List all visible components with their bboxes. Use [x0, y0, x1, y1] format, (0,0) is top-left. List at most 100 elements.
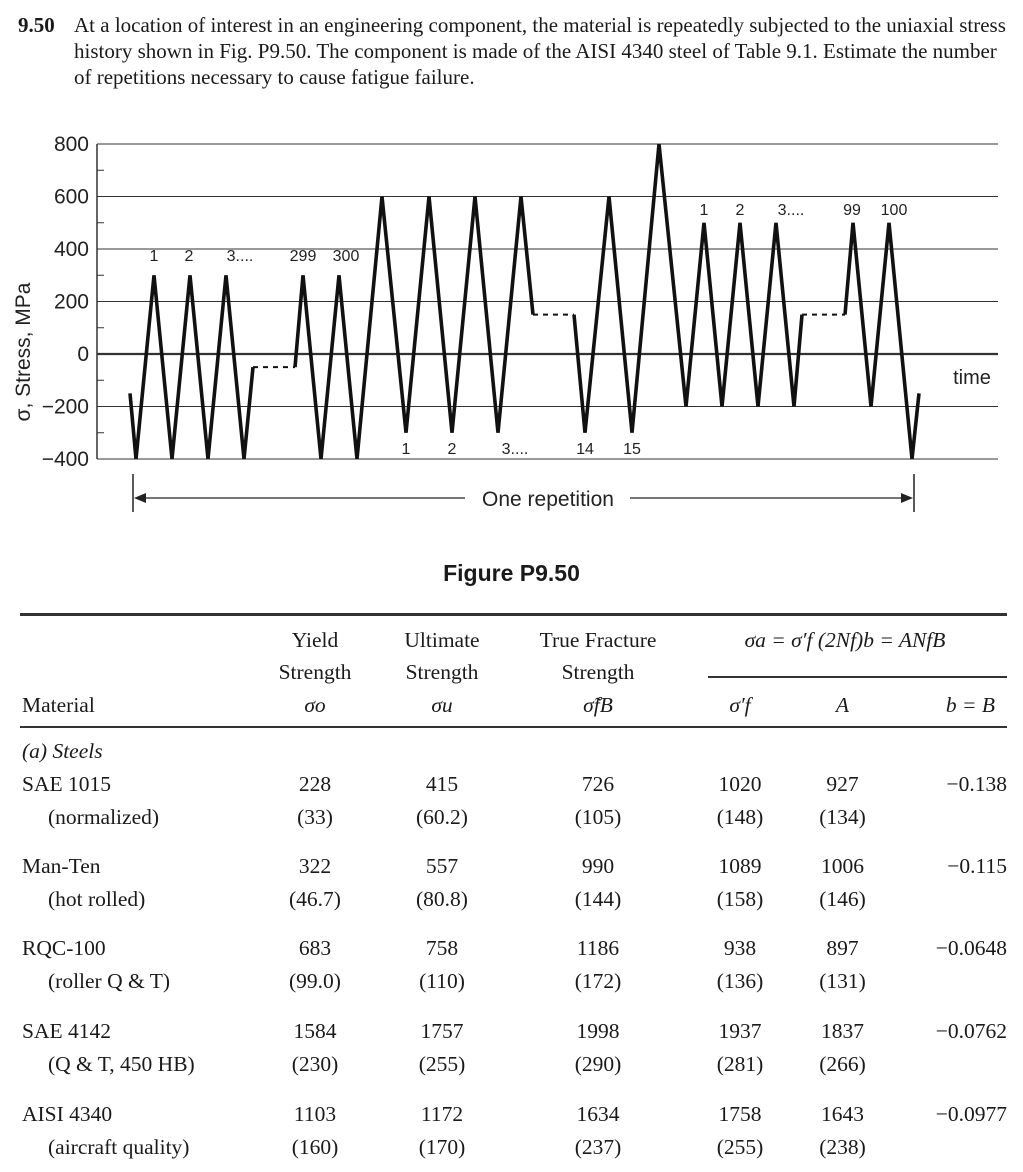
cycle-label: 300: [333, 248, 360, 265]
y-tick-label: 0: [77, 343, 89, 366]
equation-underline: [708, 676, 1007, 678]
y-tick-label: 200: [54, 291, 89, 314]
row-yield-ksi: (33): [297, 805, 333, 829]
row-sigma-f-mpa: 1089: [718, 854, 762, 878]
row-ultimate-mpa: 1757: [420, 1019, 464, 1043]
row-material-condition: (Q & T, 450 HB): [48, 1052, 195, 1076]
row-fracture-ksi: (172): [574, 969, 622, 993]
y-tick-label: 400: [54, 238, 89, 261]
figure-caption: Figure P9.50: [443, 560, 580, 586]
header-fracture-symbol: σ̃fB: [583, 693, 613, 717]
row-ultimate-ksi: (170): [418, 1135, 466, 1159]
wave-block2-start: [293, 196, 535, 460]
row-fracture-ksi: (105): [574, 805, 622, 829]
row-material-name: RQC-100: [22, 936, 106, 960]
stress-history-chart: 800 600 400 200 0 −200 −400 σ, Stress, MPa tim…: [12, 133, 998, 512]
row-material-condition: (roller Q & T): [48, 969, 170, 993]
row-yield-mpa: 1584: [293, 1019, 337, 1043]
row-b-exponent: −0.138: [946, 772, 1007, 796]
row-A-mpa: 1006: [821, 854, 864, 878]
row-fracture-mpa: 1634: [576, 1102, 620, 1126]
row-sigma-f-mpa: 1937: [718, 1019, 762, 1043]
cycle-label: 2: [736, 202, 745, 219]
header-bottom-rule: [20, 726, 1007, 728]
row-sigma-f-ksi: (255): [716, 1135, 764, 1159]
header-b: b = B: [945, 693, 995, 717]
row-A-ksi: (131): [819, 969, 866, 993]
problem-text: At a location of interest in an engineer…: [74, 13, 1006, 89]
cycle-label: 1: [402, 441, 411, 458]
row-yield-ksi: (99.0): [289, 969, 341, 993]
row-A-mpa: 927: [826, 772, 859, 796]
row-fracture-mpa: 726: [581, 772, 615, 796]
arrowhead-left: [134, 493, 146, 503]
row-material-name: Man-Ten: [22, 854, 101, 878]
row-sigma-f-ksi: (136): [716, 969, 764, 993]
row-A-mpa: 1837: [821, 1019, 864, 1043]
row-material-condition: (normalized): [48, 805, 160, 829]
cycle-label: 1: [150, 248, 159, 265]
wave-block1-start: [128, 275, 255, 460]
header-A: A: [835, 693, 850, 717]
row-ultimate-mpa: 758: [425, 936, 459, 960]
y-tick-label: −200: [42, 396, 89, 419]
header-equation: σa = σ′f (2Nf)b = ANfB: [744, 628, 946, 652]
row-sigma-f-ksi: (158): [716, 887, 764, 911]
row-fracture-ksi: (144): [574, 887, 622, 911]
header-ultimate-symbol: σu: [431, 693, 453, 717]
repetition-label: One repetition: [482, 488, 614, 511]
row-A-mpa: 897: [826, 936, 859, 960]
cycle-label: 15: [623, 441, 641, 458]
row-fracture-mpa: 990: [581, 854, 615, 878]
wave-block3-end: [843, 222, 921, 460]
row-material-name: SAE 4142: [22, 1019, 111, 1043]
row-yield-mpa: 1103: [293, 1102, 337, 1126]
cycle-label: 3....: [227, 248, 254, 265]
row-ultimate-mpa: 415: [425, 772, 459, 796]
row-fracture-mpa: 1998: [576, 1019, 620, 1043]
cycle-label: 1: [700, 202, 709, 219]
row-b-exponent: −0.0977: [935, 1102, 1007, 1126]
y-axis-label: σ, Stress, MPa: [12, 282, 35, 421]
row-A-mpa: 1643: [821, 1102, 864, 1126]
row-yield-mpa: 322: [298, 854, 332, 878]
row-A-ksi: (238): [819, 1135, 866, 1159]
y-tick-label: −400: [42, 448, 89, 471]
row-A-ksi: (266): [819, 1052, 866, 1076]
row-ultimate-mpa: 557: [425, 854, 459, 878]
arrowhead-right: [901, 493, 913, 503]
row-fracture-ksi: (237): [574, 1135, 622, 1159]
cycle-label: 299: [290, 248, 317, 265]
cycle-label: 2: [185, 248, 194, 265]
row-b-exponent: −0.0648: [935, 936, 1007, 960]
x-axis-label: time: [953, 367, 991, 389]
row-ultimate-mpa: 1172: [420, 1102, 464, 1126]
row-yield-ksi: (230): [291, 1052, 339, 1076]
cycle-label: 3....: [502, 441, 529, 458]
section-label: (a) Steels: [22, 739, 103, 763]
table-top-rule: [20, 613, 1007, 616]
row-sigma-f-ksi: (148): [716, 805, 764, 829]
problem-number: 9.50: [18, 13, 55, 37]
header-sigma-f: σ′f: [729, 693, 751, 717]
row-A-ksi: (134): [819, 805, 866, 829]
row-sigma-f-mpa: 1020: [718, 772, 762, 796]
row-material-condition: (hot rolled): [48, 887, 146, 911]
cycle-label: 2: [448, 441, 457, 458]
row-sigma-f-ksi: (281): [716, 1052, 764, 1076]
row-A-ksi: (146): [819, 887, 866, 911]
row-fracture-mpa: 1186: [576, 936, 620, 960]
header-yield-1: Yield: [291, 628, 339, 652]
row-yield-mpa: 683: [298, 936, 332, 960]
header-fracture-2: Strength: [561, 660, 635, 684]
row-fracture-ksi: (290): [574, 1052, 622, 1076]
row-yield-ksi: (160): [291, 1135, 339, 1159]
header-material: Material: [22, 693, 95, 717]
row-material-condition: (aircraft quality): [48, 1135, 190, 1159]
cycle-label: 3....: [778, 202, 805, 219]
row-b-exponent: −0.0762: [935, 1019, 1007, 1043]
row-yield-mpa: 228: [298, 772, 332, 796]
row-ultimate-ksi: (60.2): [416, 805, 468, 829]
row-ultimate-ksi: (110): [419, 969, 465, 993]
cycle-label: 100: [881, 202, 908, 219]
